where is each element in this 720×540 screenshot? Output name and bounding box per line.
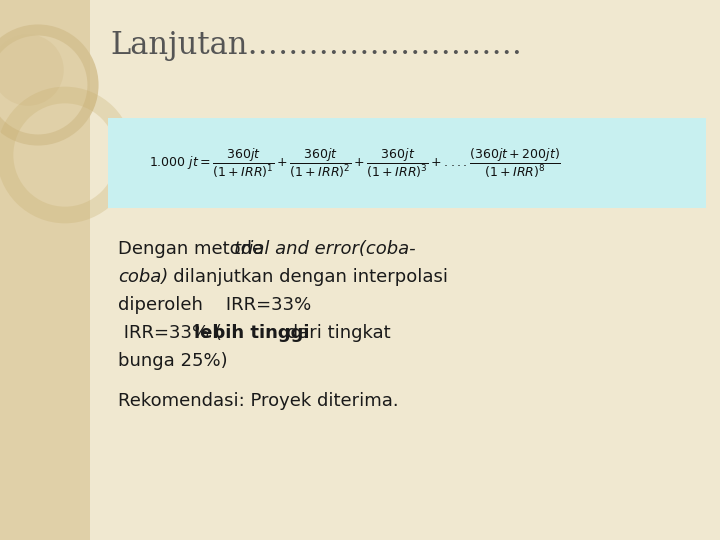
Text: lebih tinggi: lebih tinggi	[194, 324, 310, 342]
Text: dilanjutkan dengan interpolasi: dilanjutkan dengan interpolasi	[156, 268, 448, 286]
Text: diperoleh    IRR=33%: diperoleh IRR=33%	[118, 296, 311, 314]
Text: coba): coba)	[118, 268, 168, 286]
FancyBboxPatch shape	[0, 0, 90, 540]
Text: IRR=33% (: IRR=33% (	[118, 324, 222, 342]
Circle shape	[0, 34, 64, 106]
Text: bunga 25%): bunga 25%)	[118, 352, 228, 370]
FancyBboxPatch shape	[108, 118, 706, 208]
Text: Rekomendasi: Proyek diterima.: Rekomendasi: Proyek diterima.	[118, 392, 399, 410]
Text: trial and error(coba-: trial and error(coba-	[234, 240, 415, 258]
Text: Dengan metode: Dengan metode	[118, 240, 269, 258]
Text: dari tingkat: dari tingkat	[281, 324, 391, 342]
Text: Lanjutan………………………: Lanjutan………………………	[110, 30, 522, 61]
Text: $1.000\ jt = \dfrac{360jt}{(1+IRR)^{1}} + \dfrac{360jt}{(1+IRR)^{2}} + \dfrac{36: $1.000\ jt = \dfrac{360jt}{(1+IRR)^{1}} …	[149, 146, 561, 180]
